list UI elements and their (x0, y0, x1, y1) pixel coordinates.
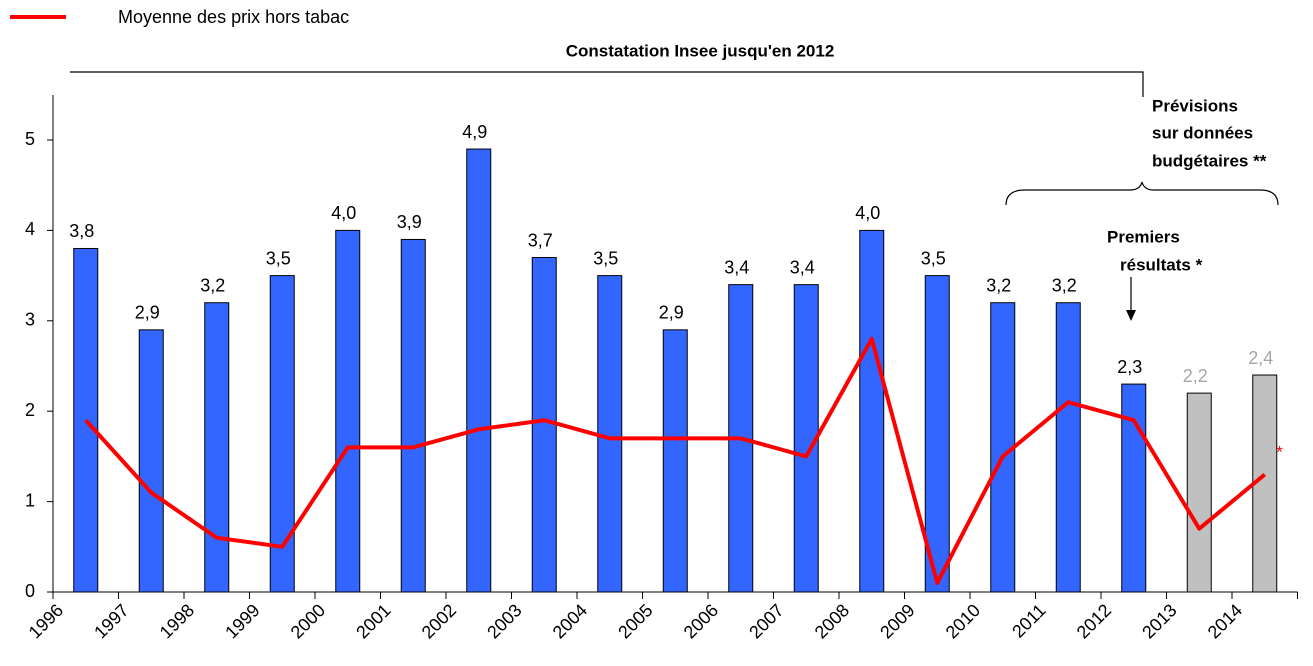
value-label: 2,2 (1183, 366, 1208, 386)
x-tick-label: 1998 (156, 600, 198, 642)
value-label: 3,8 (69, 221, 94, 241)
bar (662, 329, 688, 593)
bar (597, 275, 623, 593)
bar (1186, 392, 1212, 593)
brace (1005, 181, 1279, 206)
bracket (70, 71, 1144, 97)
value-label: 4,0 (855, 203, 880, 223)
x-tick-label: 2001 (352, 600, 394, 642)
y-tick-label: 1 (25, 490, 35, 510)
x-tick-label: 1997 (90, 600, 132, 642)
value-label: 3,4 (790, 257, 815, 277)
value-label: 3,2 (200, 275, 225, 295)
x-tick-label: 2002 (418, 600, 460, 642)
x-tick-label: 1999 (221, 600, 263, 642)
legend-label: Moyenne des prix hors tabac (118, 7, 349, 27)
bar (466, 148, 492, 593)
x-tick-label: 2006 (680, 600, 722, 642)
annotation: Premiers (1107, 227, 1180, 246)
x-tick-label: 2005 (614, 600, 656, 642)
value-label: 3,7 (528, 230, 553, 250)
value-label: 4,9 (462, 122, 487, 142)
x-tick-label: 2000 (287, 600, 329, 642)
y-tick-label: 3 (25, 310, 35, 330)
value-label: 2,9 (659, 303, 684, 323)
y-tick-label: 4 (25, 219, 35, 239)
bar (138, 329, 164, 593)
x-tick-label: 2009 (876, 600, 918, 642)
value-label: 2,4 (1248, 348, 1273, 368)
x-tick-label: 1996 (25, 600, 67, 642)
bar (1055, 302, 1081, 593)
bar (859, 229, 885, 593)
x-tick-label: 2008 (811, 600, 853, 642)
annotation: Prévisions (1152, 96, 1238, 115)
bar (924, 275, 950, 593)
value-label: 3,4 (724, 257, 749, 277)
x-tick-label: 2011 (1008, 600, 1050, 642)
arrow-head (1126, 310, 1136, 321)
annotation: budgétaires ** (1152, 151, 1267, 170)
bar (400, 238, 426, 593)
annotation: sur données (1152, 123, 1253, 142)
value-label: 3,2 (986, 275, 1011, 295)
y-tick-label: 0 (25, 581, 35, 601)
bar (335, 229, 361, 593)
bar (204, 302, 230, 593)
bar (531, 257, 557, 593)
value-label: 3,9 (397, 212, 422, 232)
value-label: 3,2 (1052, 275, 1077, 295)
x-tick-label: 2010 (942, 600, 984, 642)
bar (1121, 383, 1147, 593)
value-label: 2,3 (1117, 357, 1142, 377)
line (84, 336, 1267, 585)
value-label: 3,5 (593, 248, 618, 268)
y-tick-label: 2 (25, 400, 35, 420)
x-tick-label: 2004 (549, 600, 591, 642)
annotation: Constatation Insee jusqu'en 2012 (566, 41, 835, 60)
x-tick-label: 2013 (1138, 600, 1180, 642)
value-label: 3,5 (266, 248, 291, 268)
x-tick-label: 2012 (1073, 600, 1115, 642)
annotation: résultats * (1120, 255, 1203, 274)
value-label: 3,5 (921, 248, 946, 268)
y-tick-label: 5 (25, 129, 35, 149)
value-label: 2,9 (135, 303, 160, 323)
x-tick-label: 2003 (483, 600, 525, 642)
value-label: 4,0 (331, 203, 356, 223)
x-tick-label: 2014 (1204, 600, 1246, 642)
x-tick-label: 2007 (745, 600, 787, 642)
bar (269, 275, 295, 593)
